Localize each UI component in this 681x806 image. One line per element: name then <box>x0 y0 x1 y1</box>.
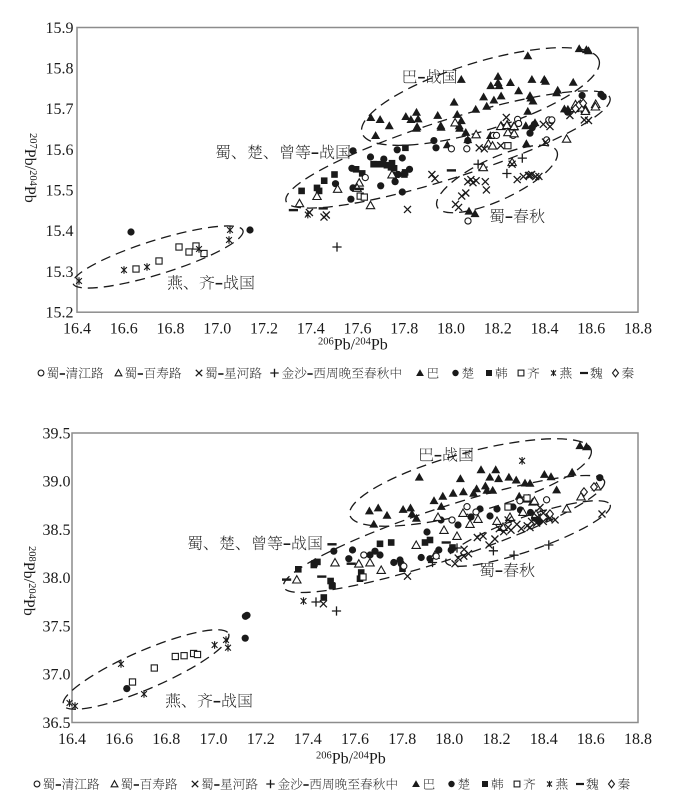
svg-text:16.4: 16.4 <box>58 731 86 748</box>
svg-text:16.8: 16.8 <box>157 321 185 338</box>
svg-text:16.6: 16.6 <box>110 321 138 338</box>
svg-text:37.0: 37.0 <box>43 667 71 684</box>
svg-text:17.2: 17.2 <box>247 731 275 748</box>
svg-text:15.2: 15.2 <box>46 305 74 322</box>
svg-text:17.0: 17.0 <box>200 731 228 748</box>
svg-text:39.5: 39.5 <box>43 425 71 442</box>
svg-text:39.0: 39.0 <box>43 474 71 491</box>
svg-text:15.7: 15.7 <box>46 101 74 118</box>
svg-text:15.8: 15.8 <box>46 61 74 78</box>
svg-text:15.9: 15.9 <box>46 20 74 37</box>
svg-text:38.0: 38.0 <box>43 570 71 587</box>
svg-text:18.0: 18.0 <box>435 731 463 748</box>
svg-text:17.8: 17.8 <box>388 731 416 748</box>
svg-text:17.4: 17.4 <box>297 321 325 338</box>
svg-text:18.6: 18.6 <box>577 731 605 748</box>
svg-text:16.8: 16.8 <box>152 731 180 748</box>
svg-text:17.4: 17.4 <box>294 731 322 748</box>
svg-text:36.5: 36.5 <box>43 715 71 732</box>
svg-text:18.0: 18.0 <box>437 321 465 338</box>
svg-text:206Pb/204Pb: 206Pb/204Pb <box>316 751 386 768</box>
svg-text:37.5: 37.5 <box>43 618 71 635</box>
svg-text:16.6: 16.6 <box>105 731 133 748</box>
svg-text:18.4: 18.4 <box>530 731 558 748</box>
svg-text:15.5: 15.5 <box>46 183 74 200</box>
svg-text:16.4: 16.4 <box>63 321 91 338</box>
svg-text:15.6: 15.6 <box>46 142 74 159</box>
svg-text:17.6: 17.6 <box>344 321 372 338</box>
svg-text:18.2: 18.2 <box>483 731 511 748</box>
svg-text:18.2: 18.2 <box>484 321 512 338</box>
svg-text:18.8: 18.8 <box>624 731 652 748</box>
svg-text:18.6: 18.6 <box>577 321 605 338</box>
svg-text:17.8: 17.8 <box>390 321 418 338</box>
svg-text:18.8: 18.8 <box>624 321 652 338</box>
svg-text:208Pb/204Pb: 208Pb/204Pb <box>20 546 37 616</box>
svg-text:15.3: 15.3 <box>46 264 74 281</box>
svg-text:17.0: 17.0 <box>203 321 231 338</box>
svg-text:17.2: 17.2 <box>250 321 278 338</box>
svg-text:207Pb/204Pb: 207Pb/204Pb <box>21 133 38 203</box>
svg-text:18.4: 18.4 <box>531 321 559 338</box>
svg-text:17.6: 17.6 <box>341 731 369 748</box>
svg-text:206Pb/204Pb: 206Pb/204Pb <box>318 337 388 354</box>
svg-text:15.4: 15.4 <box>46 223 74 240</box>
svg-text:38.5: 38.5 <box>43 522 71 539</box>
